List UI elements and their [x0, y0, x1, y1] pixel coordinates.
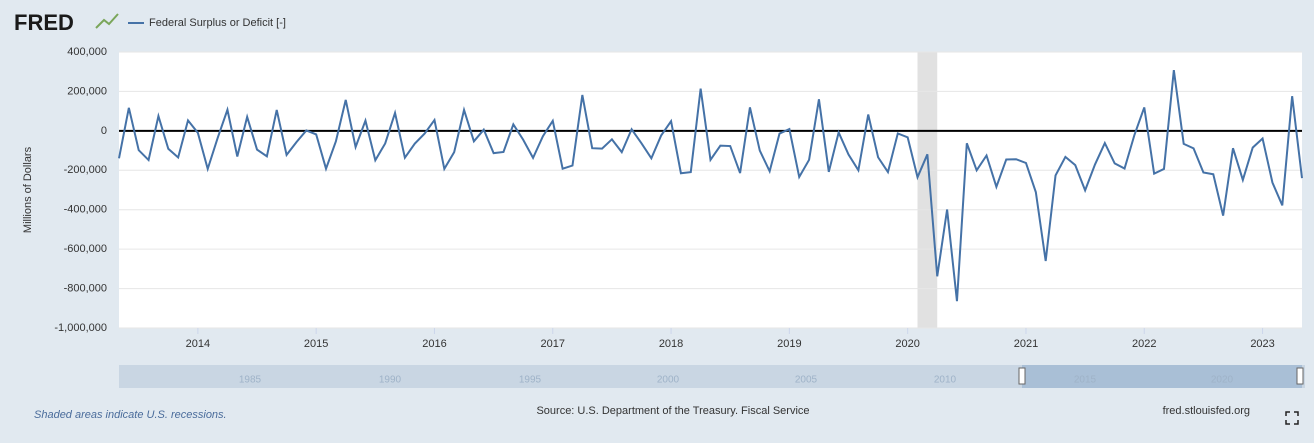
logo: FRED [14, 10, 74, 35]
y-tick-label: 0 [101, 125, 107, 137]
navigator-label: 2000 [657, 375, 680, 386]
x-tick-label: 2017 [541, 338, 565, 350]
x-tick-label: 2016 [422, 338, 446, 350]
navigator-label: 1985 [239, 375, 262, 386]
x-tick-label: 2021 [1014, 338, 1038, 350]
x-tick-label: 2022 [1132, 338, 1156, 350]
navigator [119, 365, 1305, 388]
y-tick-label: -600,000 [64, 243, 107, 255]
logo-icon [95, 13, 119, 29]
navigator-label: 2005 [795, 375, 818, 386]
site: fred.stlouisfed.org [1163, 405, 1250, 417]
navigator-label: 1995 [519, 375, 542, 386]
y-axis-label: Millions of Dollars [22, 146, 34, 233]
navigator-label: 2020 [1211, 375, 1234, 386]
x-tick-label: 2018 [659, 338, 683, 350]
y-tick-label: -200,000 [64, 164, 107, 176]
navigator-label: 2010 [934, 375, 957, 386]
navigator-label: 2015 [1074, 375, 1097, 386]
y-tick-label: 400,000 [67, 46, 107, 58]
source: Source: U.S. Department of the Treasury.… [536, 405, 809, 417]
x-tick-label: 2020 [895, 338, 919, 350]
navigator-handle[interactable] [1296, 367, 1304, 385]
fullscreen-button[interactable] [1285, 411, 1299, 425]
y-tick-label: 200,000 [67, 85, 107, 97]
data-line [118, 70, 1303, 302]
navigator-handle[interactable] [1018, 367, 1026, 385]
recession-band [917, 52, 938, 328]
x-tick-label: 2015 [304, 338, 328, 350]
y-tick-label: -1,000,000 [54, 322, 107, 334]
y-tick-label: -800,000 [64, 282, 107, 294]
x-tick-label: 2019 [777, 338, 801, 350]
legend-label: Federal Surplus or Deficit [-] [149, 17, 286, 29]
plot-area [119, 52, 1302, 328]
navigator-selection [1022, 365, 1302, 388]
x-tick-label: 2023 [1250, 338, 1274, 350]
y-tick-label: -400,000 [64, 204, 107, 216]
footnote: Shaded areas indicate U.S. recessions. [34, 409, 227, 421]
navigator-label: 1990 [379, 375, 402, 386]
x-tick-label: 2014 [186, 338, 210, 350]
